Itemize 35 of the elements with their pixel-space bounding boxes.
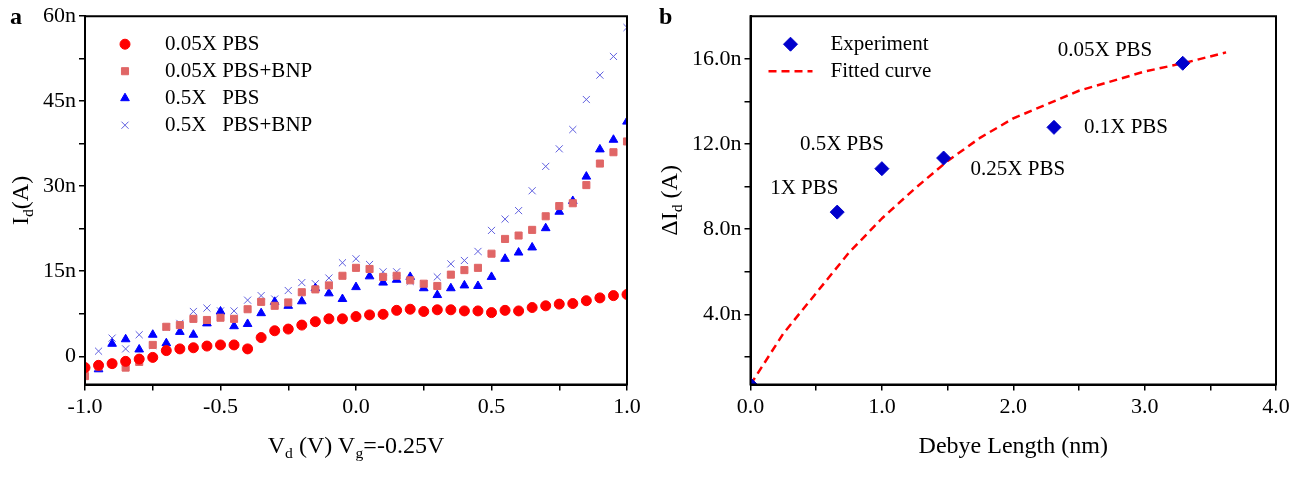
x-tick-label: -0.5 <box>203 392 238 418</box>
x-tick-label: 0.5 <box>477 392 506 418</box>
x-tick-label: 1.0 <box>613 392 641 418</box>
annotation: 0.25X PBS <box>970 155 1066 180</box>
legend-label: Experiment <box>830 30 929 55</box>
legend-label: 0.05X PBS <box>165 30 260 55</box>
y-tick-label: 16.0n <box>692 44 742 70</box>
legend-label: 0.5X PBS+BNP <box>165 111 313 136</box>
x-tick-label: 3.0 <box>1130 392 1159 418</box>
y-tick-label: 60n <box>43 1 76 27</box>
y-tick-label: 4.0n <box>703 300 742 326</box>
y-axis-title: Id(A) <box>7 175 37 225</box>
y-axis-title: ΔId (A) <box>656 165 686 236</box>
x-tick-label: 1.0 <box>868 392 896 418</box>
x-tick-label: 2.0 <box>999 392 1027 418</box>
annotation: 0.5X PBS <box>799 131 884 156</box>
legend-label: Fitted curve <box>830 57 932 82</box>
chart-title: b <box>659 3 673 30</box>
x-axis-title: Debye Length (nm) <box>918 431 1108 458</box>
legend-label: 0.05X PBS+BNP <box>165 57 313 82</box>
y-tick-label: 45n <box>43 87 76 112</box>
annotation: 0.05X PBS <box>1057 36 1153 61</box>
y-tick-label: 0 <box>65 342 76 368</box>
y-tick-label: 8.0n <box>703 214 742 240</box>
legend-label: 0.5X PBS <box>165 84 260 109</box>
x-tick-label: -1.0 <box>67 392 103 418</box>
annotation: 0.1X PBS <box>1083 113 1169 138</box>
annotation: 1X PBS <box>770 174 839 199</box>
chart-title: a <box>10 3 22 30</box>
x-tick-label: 0.0 <box>736 392 765 418</box>
x-tick-label: 4.0 <box>1262 392 1290 418</box>
y-tick-label: 30n <box>43 172 76 198</box>
y-tick-label: 15n <box>43 257 76 283</box>
x-tick-label: 0.0 <box>342 392 370 418</box>
y-tick-label: 12.0n <box>692 129 742 155</box>
